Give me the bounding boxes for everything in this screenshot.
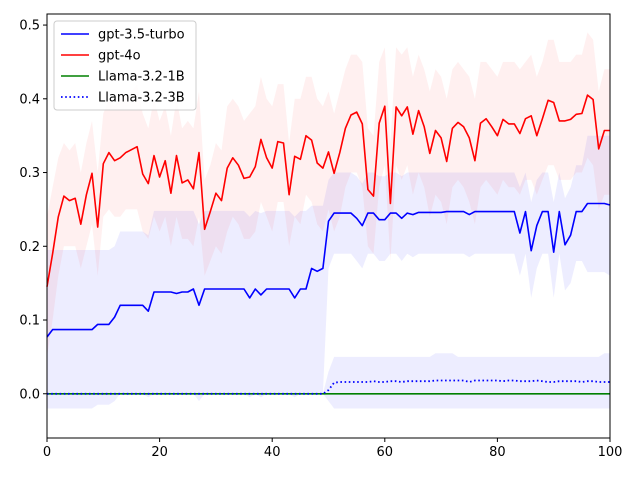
y-tick-label: 0.3 <box>19 166 40 181</box>
legend: gpt-3.5-turbo gpt-4o Llama-3.2-1B Llama-3.2… <box>53 20 197 111</box>
series-line-gpt-4o <box>46 94 610 287</box>
legend-label-gpt-4o: gpt-4o <box>98 49 141 64</box>
x-tick-label: 20 <box>151 445 168 460</box>
x-tick-label: 40 <box>264 445 281 460</box>
legend-label-llama-3-2-3b: Llama-3.2-3B <box>98 91 185 106</box>
band-gpt-3-5-turbo <box>47 135 610 409</box>
x-axis: 0 20 40 60 80 100 <box>43 438 623 460</box>
plot-frame <box>46 13 611 439</box>
y-tick-label: 0.5 <box>19 19 40 34</box>
series-lines <box>46 94 611 395</box>
band-gpt-4o <box>47 32 610 357</box>
x-tick-label: 60 <box>377 445 394 460</box>
y-tick-label: 0.0 <box>19 387 40 402</box>
series-line-llama-3-2-3b <box>47 379 610 395</box>
x-tick-label: 0 <box>43 445 51 460</box>
band-llama-3-2-3b <box>47 353 610 409</box>
y-tick-label: 0.4 <box>19 92 40 107</box>
y-axis: 0.0 0.1 0.2 0.3 0.4 0.5 <box>19 19 47 402</box>
legend-label-llama-3-2-1b: Llama-3.2-1B <box>98 70 185 85</box>
x-tick-label: 100 <box>598 445 623 460</box>
confidence-bands <box>47 32 610 409</box>
legend-box <box>53 20 197 111</box>
y-tick-label: 0.2 <box>19 240 40 255</box>
series-line-gpt-3-5-turbo <box>46 202 611 338</box>
legend-label-gpt-3-5-turbo: gpt-3.5-turbo <box>98 28 185 43</box>
y-tick-label: 0.1 <box>19 314 40 329</box>
x-tick-label: 80 <box>489 445 506 460</box>
